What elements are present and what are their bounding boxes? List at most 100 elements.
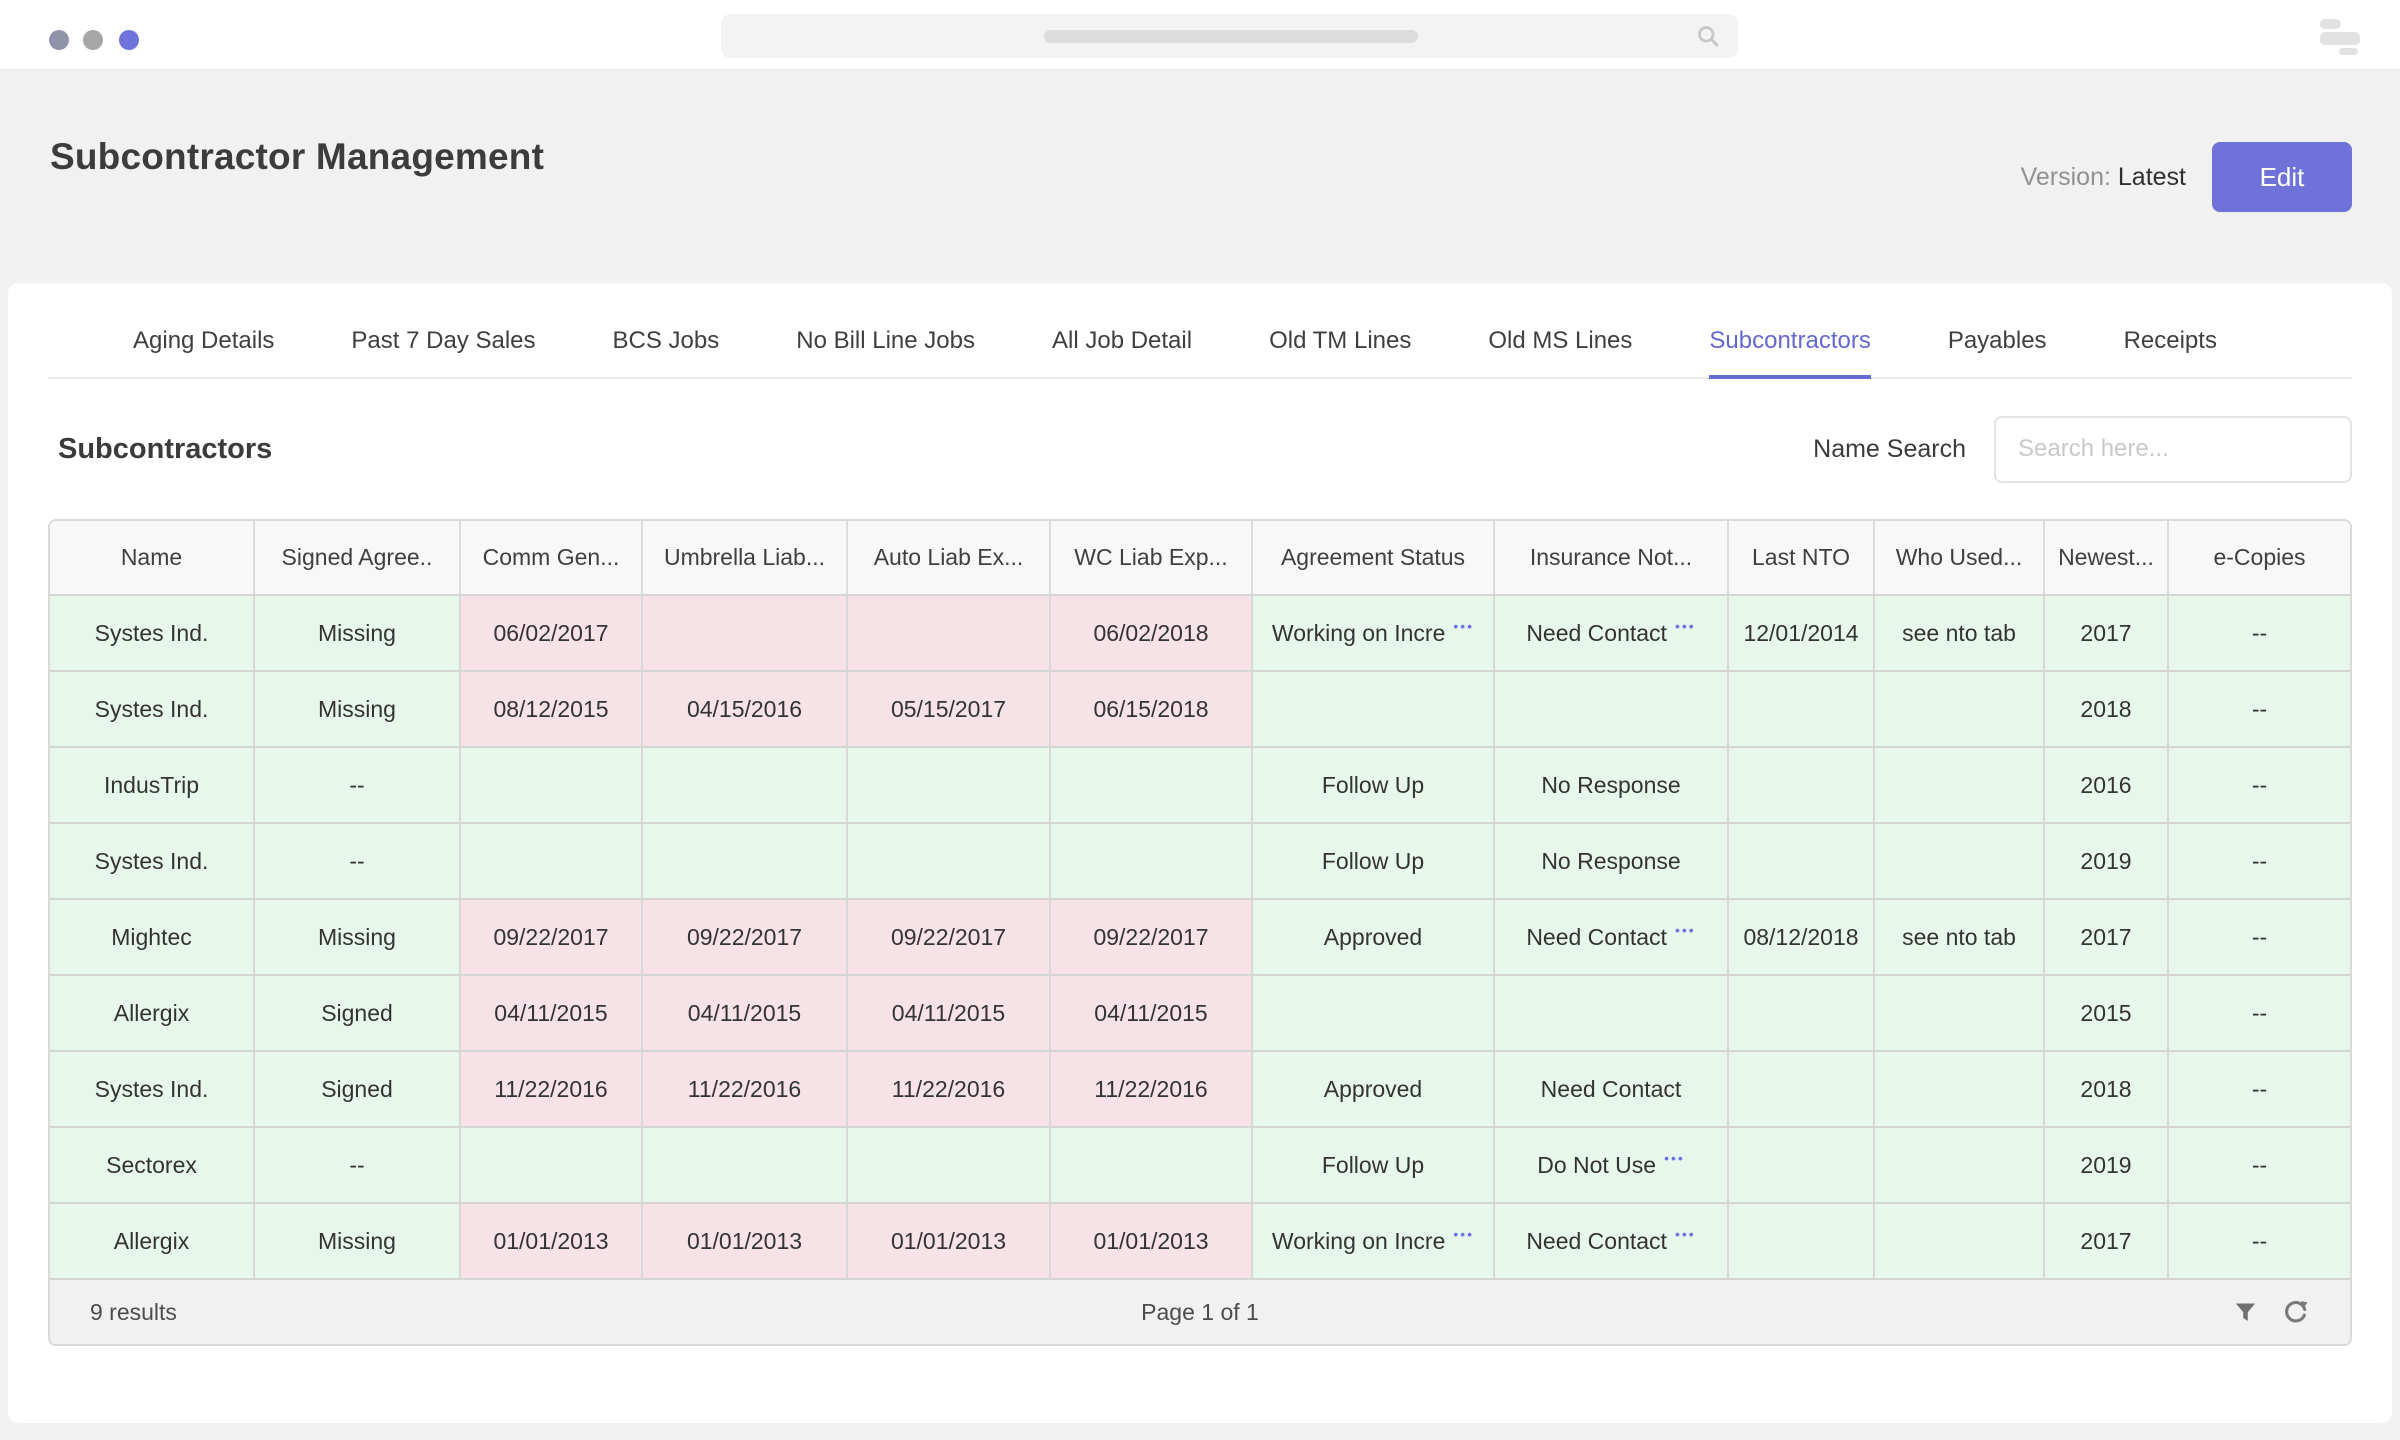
table-cell[interactable]: Systes Ind.: [50, 672, 255, 746]
window-dot-1[interactable]: [49, 30, 69, 50]
table-cell[interactable]: Approved: [1253, 900, 1495, 974]
edit-button[interactable]: Edit: [2212, 142, 2352, 212]
table-cell[interactable]: Allergix: [50, 1204, 255, 1278]
table-cell[interactable]: 2017: [2045, 596, 2169, 670]
column-header[interactable]: Signed Agree..: [255, 521, 461, 594]
table-cell[interactable]: --: [2169, 976, 2350, 1050]
table-cell[interactable]: [461, 748, 643, 822]
table-cell[interactable]: Signed: [255, 976, 461, 1050]
table-cell[interactable]: 09/22/2017: [848, 900, 1051, 974]
tab-subcontractors[interactable]: Subcontractors: [1709, 283, 1870, 379]
tab-aging-details[interactable]: Aging Details: [133, 283, 274, 377]
column-header[interactable]: WC Liab Exp...: [1051, 521, 1253, 594]
table-cell[interactable]: Systes Ind.: [50, 824, 255, 898]
table-cell[interactable]: 2019: [2045, 824, 2169, 898]
table-cell[interactable]: 06/15/2018: [1051, 672, 1253, 746]
table-cell[interactable]: [1051, 824, 1253, 898]
table-cell[interactable]: 04/11/2015: [848, 976, 1051, 1050]
table-cell[interactable]: [1495, 672, 1729, 746]
table-cell[interactable]: 06/02/2018: [1051, 596, 1253, 670]
table-cell[interactable]: Follow Up: [1253, 1128, 1495, 1202]
table-cell[interactable]: --: [2169, 1128, 2350, 1202]
table-cell[interactable]: [848, 824, 1051, 898]
table-cell[interactable]: [848, 1128, 1051, 1202]
table-cell[interactable]: 2017: [2045, 1204, 2169, 1278]
browser-address-bar[interactable]: [721, 14, 1738, 58]
table-cell[interactable]: --: [2169, 1204, 2350, 1278]
column-header[interactable]: Auto Liab Ex...: [848, 521, 1051, 594]
tab-no-bill-line-jobs[interactable]: No Bill Line Jobs: [796, 283, 975, 377]
table-cell[interactable]: [1875, 824, 2045, 898]
table-cell[interactable]: 2018: [2045, 672, 2169, 746]
table-cell[interactable]: Need Contact•••: [1495, 596, 1729, 670]
browser-menu-icon[interactable]: [2320, 19, 2360, 55]
tab-bcs-jobs[interactable]: BCS Jobs: [613, 283, 720, 377]
search-icon[interactable]: [1695, 23, 1722, 55]
table-cell[interactable]: --: [2169, 1052, 2350, 1126]
table-cell[interactable]: Follow Up: [1253, 824, 1495, 898]
table-cell[interactable]: Systes Ind.: [50, 596, 255, 670]
table-cell[interactable]: 01/01/2013: [848, 1204, 1051, 1278]
name-search-input[interactable]: [1994, 416, 2352, 483]
table-cell[interactable]: 11/22/2016: [643, 1052, 848, 1126]
table-cell[interactable]: [1875, 748, 2045, 822]
table-cell[interactable]: 09/22/2017: [461, 900, 643, 974]
column-header[interactable]: Last NTO: [1729, 521, 1875, 594]
table-cell[interactable]: --: [2169, 900, 2350, 974]
column-header[interactable]: Comm Gen...: [461, 521, 643, 594]
table-cell[interactable]: [1253, 976, 1495, 1050]
table-cell[interactable]: see nto tab: [1875, 596, 2045, 670]
truncation-ellipsis-icon[interactable]: •••: [1675, 618, 1696, 634]
table-cell[interactable]: Allergix: [50, 976, 255, 1050]
table-cell[interactable]: see nto tab: [1875, 900, 2045, 974]
table-cell[interactable]: 09/22/2017: [1051, 900, 1253, 974]
table-cell[interactable]: [1729, 672, 1875, 746]
table-cell[interactable]: 2015: [2045, 976, 2169, 1050]
table-cell[interactable]: [1253, 672, 1495, 746]
table-cell[interactable]: Missing: [255, 1204, 461, 1278]
column-header[interactable]: Name: [50, 521, 255, 594]
truncation-ellipsis-icon[interactable]: •••: [1453, 618, 1474, 634]
tab-old-ms-lines[interactable]: Old MS Lines: [1488, 283, 1632, 377]
table-cell[interactable]: [1875, 1128, 2045, 1202]
table-cell[interactable]: 06/02/2017: [461, 596, 643, 670]
truncation-ellipsis-icon[interactable]: •••: [1675, 1226, 1696, 1242]
table-cell[interactable]: Need Contact: [1495, 1052, 1729, 1126]
column-header[interactable]: Who Used...: [1875, 521, 2045, 594]
table-cell[interactable]: Missing: [255, 596, 461, 670]
table-cell[interactable]: [1729, 1052, 1875, 1126]
tab-receipts[interactable]: Receipts: [2124, 283, 2217, 377]
table-cell[interactable]: --: [255, 748, 461, 822]
table-cell[interactable]: --: [2169, 748, 2350, 822]
tab-payables[interactable]: Payables: [1948, 283, 2047, 377]
table-cell[interactable]: Need Contact•••: [1495, 1204, 1729, 1278]
table-cell[interactable]: Need Contact•••: [1495, 900, 1729, 974]
table-cell[interactable]: 08/12/2015: [461, 672, 643, 746]
table-cell[interactable]: Signed: [255, 1052, 461, 1126]
column-header[interactable]: Agreement Status: [1253, 521, 1495, 594]
table-cell[interactable]: 11/22/2016: [461, 1052, 643, 1126]
table-cell[interactable]: [848, 748, 1051, 822]
table-cell[interactable]: --: [2169, 824, 2350, 898]
table-cell[interactable]: [848, 596, 1051, 670]
window-dot-2[interactable]: [83, 30, 103, 50]
table-cell[interactable]: --: [2169, 596, 2350, 670]
table-cell[interactable]: [1875, 672, 2045, 746]
truncation-ellipsis-icon[interactable]: •••: [1453, 1226, 1474, 1242]
filter-icon[interactable]: [2232, 1299, 2259, 1326]
table-cell[interactable]: IndusTrip: [50, 748, 255, 822]
table-cell[interactable]: Approved: [1253, 1052, 1495, 1126]
table-cell[interactable]: [643, 596, 848, 670]
table-cell[interactable]: [461, 1128, 643, 1202]
table-cell[interactable]: [1729, 748, 1875, 822]
truncation-ellipsis-icon[interactable]: •••: [1664, 1150, 1685, 1166]
table-cell[interactable]: --: [255, 824, 461, 898]
table-cell[interactable]: Follow Up: [1253, 748, 1495, 822]
table-cell[interactable]: 12/01/2014: [1729, 596, 1875, 670]
table-cell[interactable]: 04/11/2015: [1051, 976, 1253, 1050]
table-cell[interactable]: 2017: [2045, 900, 2169, 974]
column-header[interactable]: Insurance Not...: [1495, 521, 1729, 594]
table-cell[interactable]: [643, 748, 848, 822]
table-cell[interactable]: [1875, 1052, 2045, 1126]
table-cell[interactable]: 04/11/2015: [643, 976, 848, 1050]
